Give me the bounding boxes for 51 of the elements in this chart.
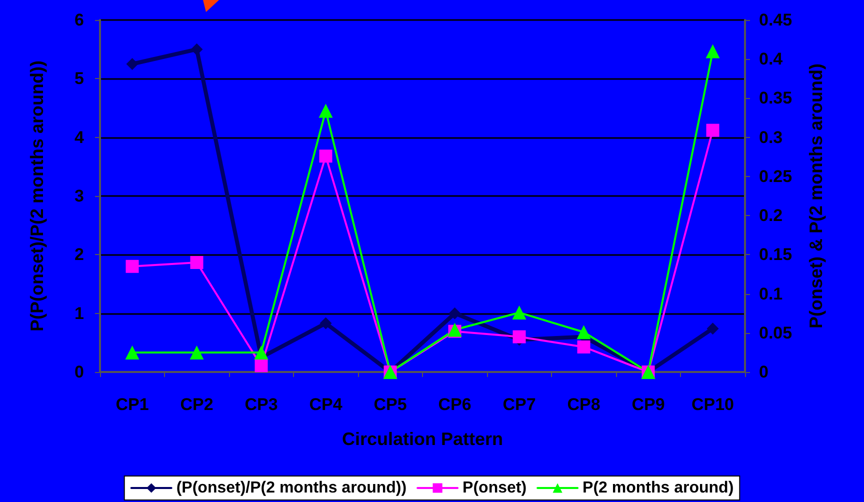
point xyxy=(125,345,140,360)
legend-label: P(2 months around) xyxy=(582,480,734,496)
x-axis-title: Circulation Pattern xyxy=(342,429,504,449)
point xyxy=(318,104,333,118)
point xyxy=(706,44,720,58)
point xyxy=(190,43,203,56)
y-axis-title: P(P(onset)/P(2 months around)) xyxy=(27,60,47,332)
point xyxy=(190,256,204,269)
x-tick-label: CP3 xyxy=(244,395,278,414)
y-tick-label: 2 xyxy=(74,245,84,264)
y-tick-label: 1 xyxy=(74,304,84,323)
x-tick-label: CP10 xyxy=(691,395,734,414)
point xyxy=(448,307,461,320)
x-tick-label: CP9 xyxy=(632,395,665,414)
point xyxy=(126,58,138,70)
y-tick-label: 4 xyxy=(74,128,85,147)
x-tick-label: CP4 xyxy=(309,395,343,414)
y2-tick-label: 0.35 xyxy=(759,88,792,108)
x-tick-label: CP5 xyxy=(374,395,407,414)
y-tick-label: 3 xyxy=(74,186,84,206)
x-tick-label: CP6 xyxy=(438,395,472,414)
x-tick-label: CP2 xyxy=(180,395,214,414)
y2-tick-label: 0.25 xyxy=(759,166,792,186)
y-tick-label: 5 xyxy=(74,69,84,88)
point xyxy=(254,345,268,360)
y2-tick-label: 0 xyxy=(759,362,768,382)
y2-tick-label: 0.3 xyxy=(759,128,783,147)
x-tick-label: CP1 xyxy=(116,395,149,414)
y2-tick-label: 0.1 xyxy=(759,284,783,304)
x-tick-label: CP8 xyxy=(567,395,600,414)
y2-tick-label: 0.05 xyxy=(759,323,792,342)
point xyxy=(126,260,139,273)
y2-tick-label: 0.45 xyxy=(759,10,792,30)
point xyxy=(706,124,720,137)
y2-tick-label: 0.15 xyxy=(759,245,792,264)
legend-label: P(onset) xyxy=(462,480,527,496)
y2-tick-label: 0.4 xyxy=(759,50,784,69)
point xyxy=(320,317,332,330)
point xyxy=(577,340,590,354)
y2-axis-title: P(onset) & P(2 months around) xyxy=(806,63,826,328)
y-tick-label: 6 xyxy=(74,10,84,30)
legend-label: (P(onset)/P(2 months around)) xyxy=(176,480,407,496)
x-tick-label: CP7 xyxy=(502,395,536,414)
y2-tick-label: 0.2 xyxy=(759,206,783,226)
point xyxy=(190,345,204,360)
point xyxy=(512,330,526,344)
y-tick-label: 0 xyxy=(74,362,84,382)
point xyxy=(512,306,526,320)
point xyxy=(254,359,268,372)
point xyxy=(319,150,332,163)
point xyxy=(706,322,719,335)
